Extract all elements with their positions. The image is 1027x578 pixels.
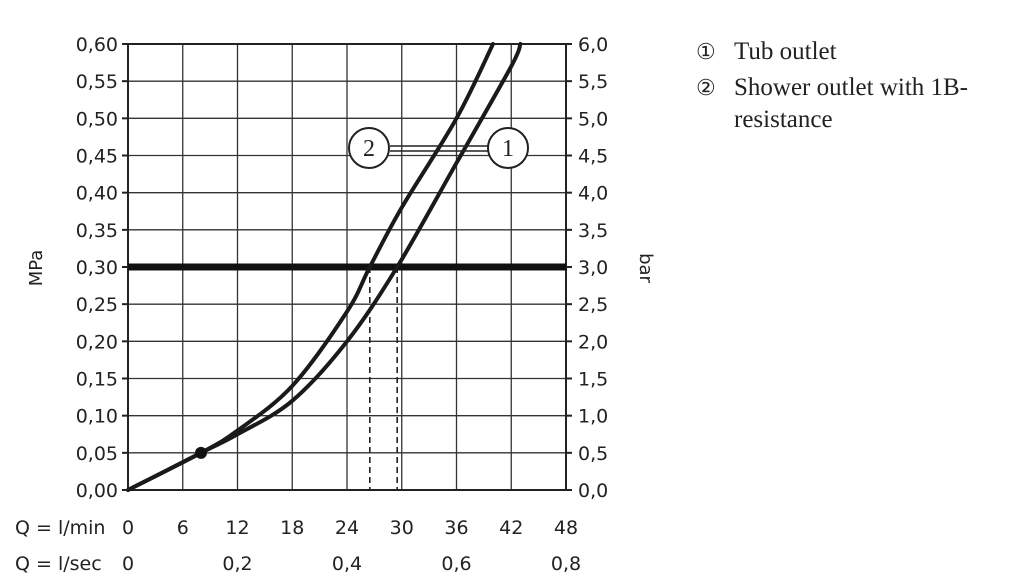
- y-left-tick-label: 0,10: [76, 406, 118, 428]
- x-lsec-axis-title: Q = l/sec: [15, 553, 102, 575]
- y-left-axis-title: MPa: [26, 250, 47, 287]
- y-left-tick-label: 0,30: [76, 257, 118, 279]
- x-lmin-tick-label: 30: [390, 517, 414, 539]
- y-right-tick-label: 0,0: [578, 480, 608, 502]
- chart-legend: ① Tub outlet ② Shower outlet with 1B-res…: [696, 36, 1026, 140]
- x-lmin-tick-label: 24: [335, 517, 359, 539]
- curve-2-marker: [348, 127, 390, 169]
- y-left-tick-label: 0,45: [76, 146, 118, 168]
- y-right-tick-label: 1,0: [578, 406, 608, 428]
- x-lsec-tick-label: 0,2: [222, 553, 252, 575]
- y-left-tick-label: 0,25: [76, 294, 118, 316]
- legend-item-tub-outlet: ① Tub outlet: [696, 36, 1026, 68]
- y-left-tick-label: 0,05: [76, 443, 118, 465]
- y-right-tick-label: 3,5: [578, 220, 608, 242]
- y-right-tick-label: 0,5: [578, 443, 608, 465]
- x-lmin-tick-label: 12: [225, 517, 249, 539]
- x-lmin-tick-label: 0: [122, 517, 134, 539]
- x-lmin-tick-label: 48: [554, 517, 578, 539]
- chart-ticks: 0,000,050,100,150,200,250,300,350,400,45…: [76, 34, 609, 575]
- y-left-tick-label: 0,20: [76, 331, 118, 353]
- y-right-tick-label: 5,5: [578, 71, 608, 93]
- legend-number-1: ①: [696, 39, 716, 64]
- y-right-tick-label: 4,0: [578, 183, 608, 205]
- x-lsec-tick-label: 0,8: [551, 553, 581, 575]
- curve-1-marker: [487, 127, 529, 169]
- y-right-tick-label: 5,0: [578, 108, 608, 130]
- x-lmin-tick-label: 6: [177, 517, 189, 539]
- x-lsec-tick-label: 0,4: [332, 553, 362, 575]
- y-right-tick-label: 2,5: [578, 294, 608, 316]
- data-point-marker: [195, 446, 207, 459]
- curve-2: [126, 42, 495, 492]
- y-left-tick-label: 0,50: [76, 108, 118, 130]
- y-left-tick-label: 0,55: [76, 71, 118, 93]
- y-left-tick-label: 0,40: [76, 183, 118, 205]
- y-right-tick-label: 6,0: [578, 34, 608, 56]
- x-lsec-tick-label: 0,6: [441, 553, 471, 575]
- legend-item-shower-outlet: ② Shower outlet with 1B-resistance: [696, 72, 1026, 136]
- legend-number-2: ②: [696, 75, 716, 100]
- y-left-tick-label: 0,35: [76, 220, 118, 242]
- y-right-tick-label: 2,0: [578, 331, 608, 353]
- curve-1-marker-label: 1: [502, 136, 514, 162]
- y-right-tick-label: 4,5: [578, 146, 608, 168]
- y-right-axis-title: bar: [635, 253, 656, 283]
- curve-2-marker-label: 2: [363, 136, 375, 162]
- curve-callouts: 2 1: [348, 127, 529, 169]
- y-right-tick-label: 3,0: [578, 257, 608, 279]
- x-lmin-tick-label: 18: [280, 517, 304, 539]
- y-left-tick-label: 0,00: [76, 480, 118, 502]
- x-lsec-tick-label: 0: [122, 553, 134, 575]
- legend-label-tub-outlet: Tub outlet: [734, 38, 837, 65]
- y-left-tick-label: 0,60: [76, 34, 118, 56]
- flow-pressure-chart: 0,000,050,100,150,200,250,300,350,400,45…: [15, 34, 656, 575]
- x-lmin-tick-label: 36: [444, 517, 468, 539]
- legend-label-shower-outlet: Shower outlet with 1B-resistance: [734, 74, 969, 133]
- y-right-tick-label: 1,5: [578, 369, 608, 391]
- x-lmin-axis-title: Q = l/min: [15, 517, 105, 539]
- y-left-tick-label: 0,15: [76, 369, 118, 391]
- chart-curves: [126, 42, 566, 492]
- x-lmin-tick-label: 42: [499, 517, 523, 539]
